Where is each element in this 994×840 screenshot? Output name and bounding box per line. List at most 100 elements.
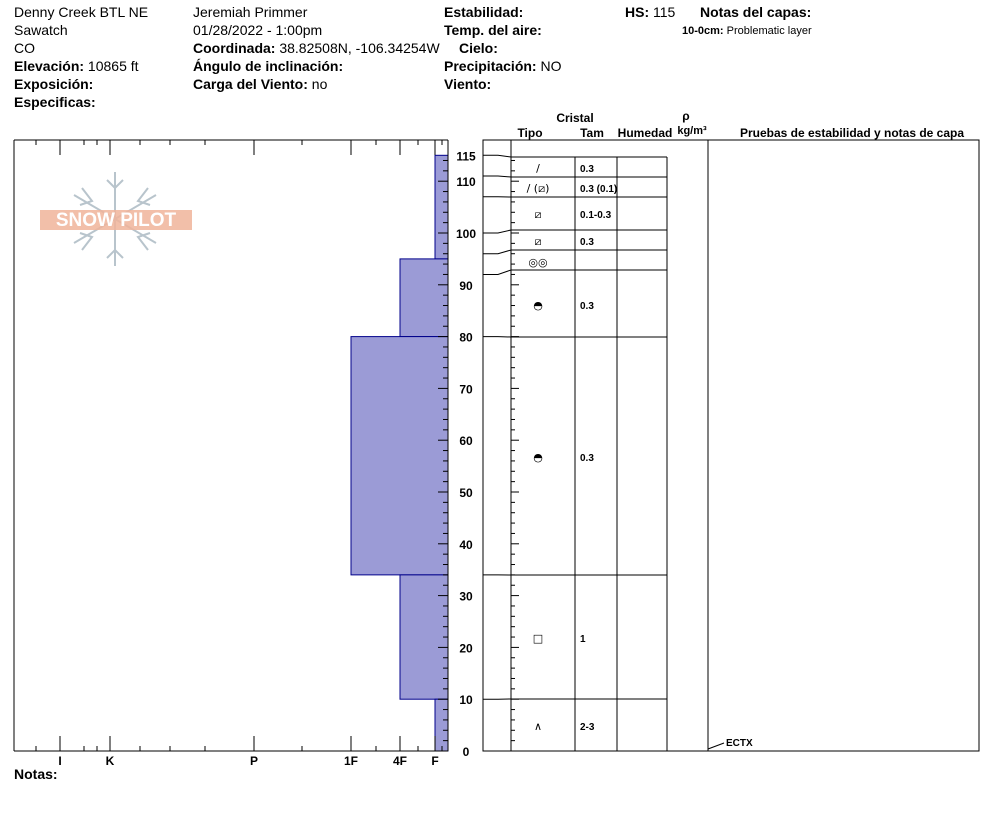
grain-size-7: 1 [580,634,586,645]
grain-symbol-3: ⧄ [535,235,542,248]
specifics: Especificas: [14,93,96,111]
table-frame [482,139,980,752]
notes-label: Notas: [14,766,58,782]
header-tests: Pruebas de estabilidad y notas de capa [740,126,964,140]
grain-symbol-8: ∧ [534,720,542,733]
depth-label-4: 40 [459,538,473,552]
hardness-tick-label-3: 1F [344,754,358,768]
range: Sawatch [14,22,68,38]
hardness-profile [350,154,449,752]
grain-symbol-1: / (⧄) [527,182,550,195]
layer-notes-label: Notas del capas: [700,4,812,20]
notes: Notas: [14,765,58,783]
observer: Jeremiah Primmer [193,4,308,20]
hardness-tick-label-5: F [431,754,438,768]
coord-label: Coordinada: [193,40,276,56]
grain-rows: / 0.3 / (⧄) 0.3 (0.1) ⧄ 0.1-0.3 ⧄ 0.3 ◎◎ ◓ 0.3 ◓ 0.3… [527,162,618,733]
wind-load-label: Carga del Viento: [193,76,308,92]
slope: Ángulo de inclinación: [193,57,343,75]
elevation-value: 10865 ft [87,58,139,74]
header-type: Tipo [517,126,542,140]
elevation-label: Elevación: [14,58,85,74]
grain-symbol-2: ⧄ [535,208,542,221]
coordinates: Coordinada: 38.82508N, -106.34254W [193,39,440,57]
header-size: Tam [580,126,604,140]
hardness-axis: I K P 1F 4F F [35,140,443,768]
depth-label-9: 90 [459,279,473,293]
grain-size-1: 0.3 (0.1) [580,184,617,195]
depth-label-12: 115 [456,149,476,163]
depth-label-6: 60 [459,434,473,448]
hs: HS: 115 [625,3,675,21]
hs-value: 115 [653,4,676,20]
precipitation: Precipitación: NO [444,57,561,75]
stability-tests: ECTX [707,738,753,750]
depth-label-10: 100 [456,227,476,241]
grain-size-0: 0.3 [580,164,594,175]
layer-notes: Notas del capas: [700,3,811,21]
hardness-tick-label-1: K [106,754,115,768]
grain-symbol-0: / [536,162,540,175]
grain-size-8: 2-3 [580,722,595,733]
table-headers: Cristal Tipo Tam Humedad ρ kg/m³ Pruebas… [517,109,964,140]
grain-size-2: 0.1-0.3 [580,210,612,221]
header-moisture: Humedad [618,126,673,140]
grain-symbol-6: ◓ [533,451,543,464]
depth-label-2: 20 [459,641,473,655]
precip-value: NO [540,58,562,74]
header-crystal: Cristal [556,111,593,125]
coord-value: 38.82508N, -106.34254W [279,40,440,56]
aspect-label: Exposición: [14,76,94,92]
test-label-0: ECTX [726,738,753,749]
sky-label: Cielo: [459,40,498,56]
layer-connector-4 [483,249,512,255]
layer-note-text: Problematic layer [726,25,812,37]
layer-connector-3 [483,229,512,234]
elevation: Elevación: 10865 ft [14,57,139,75]
state: CO [14,40,35,56]
snowpilot-logo: SNOW PILOT [40,172,192,266]
layer-table [482,139,980,752]
location: Denny Creek BTL NE [14,4,149,20]
wind-label: Viento: [444,76,492,92]
depth-label-11: 110 [456,175,476,189]
layer-note-depth: 10-0cm: [682,25,724,37]
air-temp: Temp. del aire: [444,21,542,39]
grain-size-6: 0.3 [580,453,594,464]
aspect: Exposición: [14,75,93,93]
layer-connector-1 [483,175,512,178]
hardness-bar-4 [434,698,449,752]
hardness-bar-2 [350,336,449,576]
wind: Viento: [444,75,491,93]
wind-load: Carga del Viento: no [193,75,327,93]
hardness-bar-3 [399,574,449,700]
hs-label: HS: [625,4,650,20]
hardness-tick-label-0: I [58,754,61,768]
grain-symbol-5: ◓ [533,299,543,312]
header-density-symbol: ρ [682,109,689,123]
logo-text: SNOW PILOT [56,210,177,231]
grain-symbol-4: ◎◎ [528,256,547,269]
hardness-tick-label-4: 4F [393,754,407,768]
datetime: 01/28/2022 - 1:00pm [193,22,323,38]
grain-symbol-7: □ [533,632,543,645]
air-temp-label: Temp. del aire: [444,22,542,38]
grain-size-3: 0.3 [580,237,594,248]
wind-load-value: no [311,76,328,92]
depth-label-8: 80 [459,331,473,345]
grain-size-5: 0.3 [580,301,594,312]
sky: Cielo: [459,39,498,57]
depth-label-5: 50 [459,486,473,500]
hardness-bar-1 [399,258,449,338]
hardness-tick-label-2: P [250,754,258,768]
depth-axis: 0 10 20 30 40 50 60 70 80 90 100 110 115 [438,149,519,759]
stability-label: Estabilidad: [444,4,524,20]
depth-label-7: 70 [459,382,473,396]
precip-label: Precipitación: [444,58,537,74]
specifics-label: Especificas: [14,94,96,110]
slope-label: Ángulo de inclinación: [193,58,344,74]
depth-label-1: 10 [459,693,473,707]
logo-band [40,210,192,230]
depth-label-3: 30 [459,590,473,604]
